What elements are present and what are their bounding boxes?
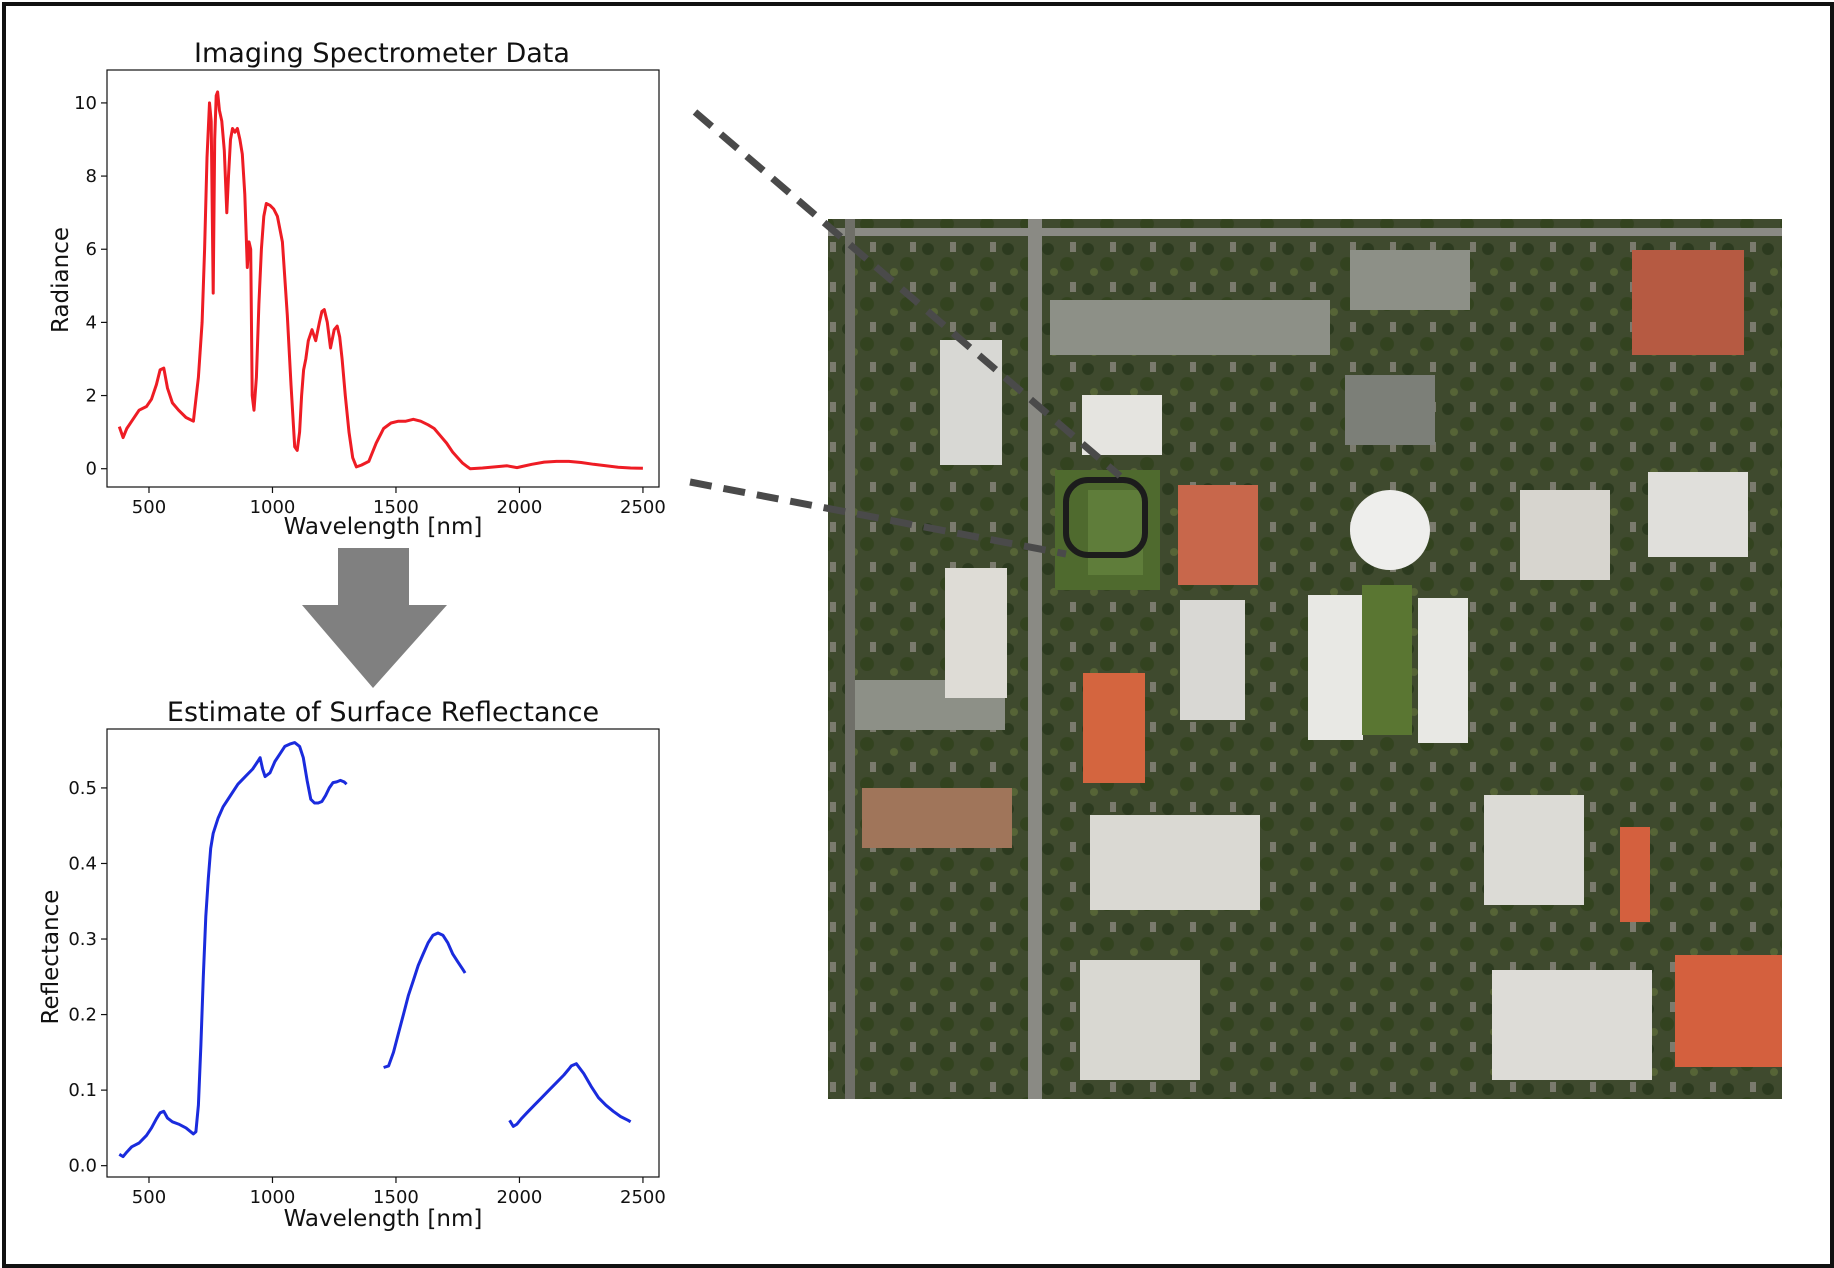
radiance-chart: Imaging Spectrometer Data 500 1000 1500 200… (48, 38, 666, 540)
series-line (383, 931, 467, 1069)
y-tick-label: 0 (86, 459, 97, 480)
reflectance-y-axis-label: Reflectance (38, 890, 64, 1025)
x-tick-label: 2500 (620, 1187, 666, 1208)
x-tick-label: 500 (132, 1187, 166, 1208)
x-tick-label: 2000 (497, 1187, 543, 1208)
y-tick-label: 8 (86, 166, 97, 187)
zoom-line-upper (692, 109, 1123, 479)
y-tick-label: 0.1 (68, 1080, 97, 1101)
radiance-plot-frame (106, 69, 660, 488)
x-tick-label: 1500 (373, 497, 419, 518)
x-tick-label: 2500 (620, 497, 666, 518)
series-line (118, 741, 348, 1159)
down-arrow-icon (302, 548, 447, 688)
zoom-line-lower (689, 478, 1067, 558)
y-tick-label: 2 (86, 386, 97, 407)
y-tick-label: 0.2 (68, 1005, 97, 1026)
series-line (117, 90, 643, 471)
x-tick-label: 1000 (250, 497, 296, 518)
y-tick-label: 4 (86, 312, 97, 333)
y-tick-label: 6 (86, 239, 97, 260)
radiance-y-axis-label: Radiance (48, 227, 74, 333)
reflectance-chart: Estimate of Surface Reflectance 500 1000 1… (38, 697, 666, 1232)
radiance-x-axis-label: Wavelength [nm] (284, 514, 483, 540)
reflectance-plot-frame (106, 728, 660, 1178)
y-tick-label: 0.4 (68, 853, 97, 874)
reflectance-x-axis-label: Wavelength [nm] (284, 1206, 483, 1232)
y-tick-label: 0.5 (68, 778, 97, 799)
aerial-campus-image (828, 219, 1782, 1099)
x-tick-label: 1000 (250, 1187, 296, 1208)
y-tick-label: 0.0 (68, 1156, 97, 1177)
x-tick-label: 500 (132, 497, 166, 518)
x-tick-label: 1500 (373, 1187, 419, 1208)
radiance-chart-title: Imaging Spectrometer Data (194, 38, 570, 69)
rounded-rectangle-outline (1063, 477, 1148, 558)
y-tick-label: 0.3 (68, 929, 97, 950)
y-tick-label: 10 (74, 93, 97, 114)
reflectance-chart-title: Estimate of Surface Reflectance (167, 697, 599, 728)
series-line (508, 1062, 632, 1128)
x-tick-label: 2000 (497, 497, 543, 518)
